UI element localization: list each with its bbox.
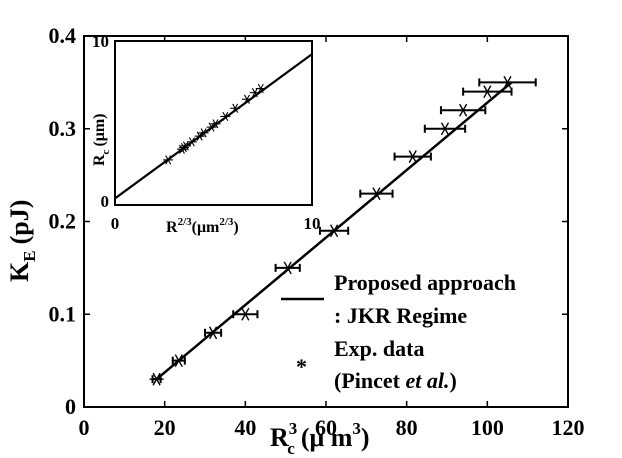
main-y-tick-label: 0.1 [49, 301, 77, 326]
main-x-axis-label: R3 c (μ m3) [270, 419, 370, 458]
legend-marker-label-1: Exp. data [334, 336, 424, 361]
main-data-point [456, 103, 471, 117]
inset-data-point [220, 111, 231, 122]
main-data-point [238, 307, 253, 321]
inset-data-point [230, 103, 241, 113]
main-data-point [171, 354, 186, 368]
main-x-tick-label: 120 [552, 415, 585, 440]
main-x-tick-label: 100 [471, 415, 504, 440]
inset-x-axis-label: R2/3(μm2/3) [166, 216, 239, 236]
main-data-point [480, 85, 495, 99]
inset-y-tick-label: 0 [101, 192, 110, 211]
inset-y-axis-label: Rc(μm) [91, 113, 112, 166]
main-x-tick-label: 20 [154, 415, 176, 440]
main-x-tick-label: 0 [79, 415, 90, 440]
main-data-point [437, 122, 452, 136]
main-data-point [206, 326, 221, 340]
main-data-point [500, 75, 515, 89]
main-x-tick-label: 80 [396, 415, 418, 440]
inset-plot-frame [114, 40, 313, 206]
inset-x-tick-label: 10 [304, 214, 321, 233]
main-data-points [149, 75, 537, 386]
legend-marker-sample: * [296, 354, 307, 379]
inset-data-point [210, 119, 221, 129]
inset-plot: 0 10 0 10 R2/3(μm2/3) Rc(μm) [91, 32, 321, 236]
inset-data-point [255, 83, 266, 94]
main-y-tick-label: 0.4 [49, 23, 77, 48]
main-x-tick-label: 40 [234, 415, 256, 440]
inset-data-point [241, 94, 252, 104]
main-x-tick-label: 60 [315, 415, 337, 440]
main-data-point [369, 187, 384, 201]
main-y-tick-label: 0.3 [49, 116, 77, 141]
inset-data-point [186, 137, 197, 147]
legend-line-label-2: : JKR Regime [334, 303, 467, 328]
legend-line-label-1: Proposed approach [334, 270, 516, 295]
inset-x-tick-label: 0 [111, 214, 120, 233]
main-y-tick-label: 0.2 [49, 209, 77, 234]
inset-data-point [198, 128, 209, 138]
main-data-point [149, 372, 164, 386]
main-data-point [280, 261, 295, 275]
legend: Proposed approach : JKR Regime * Exp. da… [281, 270, 516, 393]
main-y-axis-label: KE(pJ) [5, 200, 39, 282]
legend-marker-label-2: (Pincet et al.) [334, 368, 457, 393]
main-y-tick-label: 0 [65, 394, 76, 419]
inset-y-tick-label: 10 [92, 32, 109, 51]
main-data-point [327, 224, 342, 238]
inset-data-point [163, 155, 174, 165]
inset-ticks: 0 10 0 10 [92, 32, 321, 233]
main-data-point [405, 150, 420, 163]
inset-data-points [163, 83, 266, 165]
